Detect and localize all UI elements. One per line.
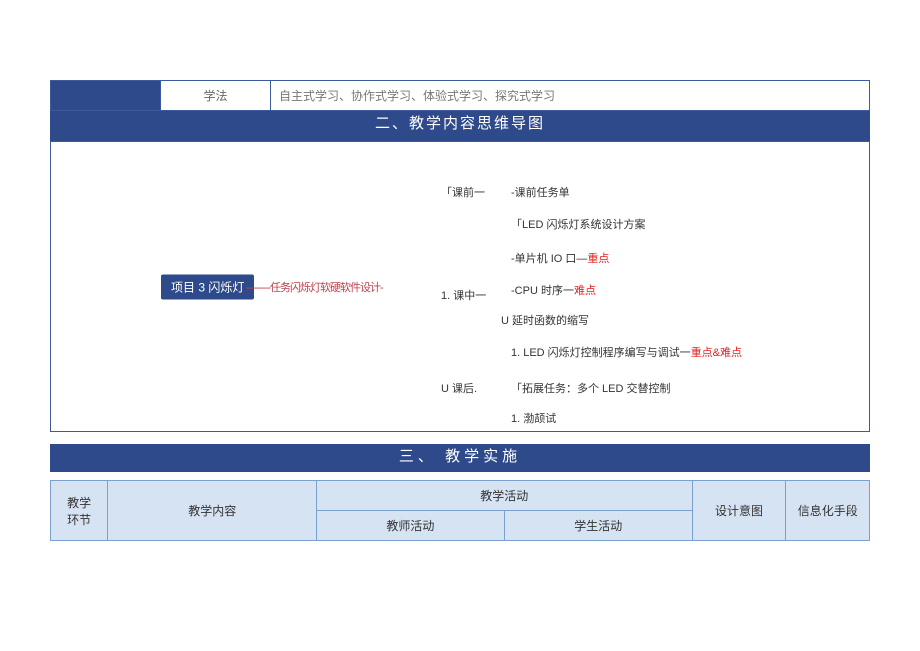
mindmap-cell: 项目 3 闪烁灯 ---------任务闪烁灯软硬软件设计- 「课前一 1. 课…	[51, 142, 870, 432]
mm-line-2: 「LED 闪烁灯系统设计方案	[511, 216, 645, 232]
mm-line-3b: 重点	[587, 253, 609, 265]
study-method-label: 学法	[161, 81, 271, 111]
mm-line-1: -课前任务单	[511, 184, 570, 200]
section2-header: 二、教学内容思维导图	[50, 111, 870, 141]
mindmap-pre-label: 「课前一	[441, 184, 485, 200]
mindmap-mid-label: 1. 课中一	[441, 287, 486, 303]
col-phase: 教学 环节	[51, 481, 108, 541]
col-content: 教学内容	[108, 481, 317, 541]
mindmap-task-label: ---------任务闪烁灯软硬软件设计-	[246, 279, 383, 295]
mm-line-6a: 1. LED 闪烁灯控制程序编写与调试一	[511, 347, 691, 359]
mm-line-6: 1. LED 闪烁灯控制程序编写与调试一重点&难点	[511, 344, 742, 360]
mindmap-post-label: U 课后.	[441, 380, 477, 396]
mm-line-6b: 重点&难点	[691, 347, 742, 359]
mm-line-7: 「拓展任务：多个 LED 交替控制	[511, 380, 671, 396]
mm-line-4: -CPU 时序一难点	[511, 282, 596, 298]
col-teacher: 教师活动	[317, 511, 505, 541]
mm-line-3a: -单片机 IO 口—	[511, 253, 587, 265]
section3-header: 三、 教学实施	[50, 444, 870, 472]
study-method-value: 自主式学习、协作式学习、体验式学习、探究式学习	[271, 81, 870, 111]
col-intent: 设计意图	[692, 481, 786, 541]
col-activity: 教学活动	[317, 481, 693, 511]
col-student: 学生活动	[504, 511, 692, 541]
mm-line-3: -单片机 IO 口—重点	[511, 250, 609, 266]
mm-line-5: U 延时函数的缩写	[501, 312, 589, 328]
implementation-table: 教学 环节 教学内容 教学活动 设计意图 信息化手段 教师活动 学生活动	[50, 480, 870, 541]
mm-line-4a: -CPU 时序一	[511, 285, 574, 297]
mindmap-table: 项目 3 闪烁灯 ---------任务闪烁灯软硬软件设计- 「课前一 1. 课…	[50, 141, 870, 432]
top-blue-cell	[51, 81, 161, 111]
top-table: 学法 自主式学习、协作式学习、体验式学习、探究式学习	[50, 80, 870, 111]
mm-line-4b: 难点	[574, 285, 596, 297]
col-tech: 信息化手段	[786, 481, 870, 541]
mindmap-root: 项目 3 闪烁灯	[161, 274, 254, 299]
mm-line-8: 1. 渤颉试	[511, 410, 556, 426]
